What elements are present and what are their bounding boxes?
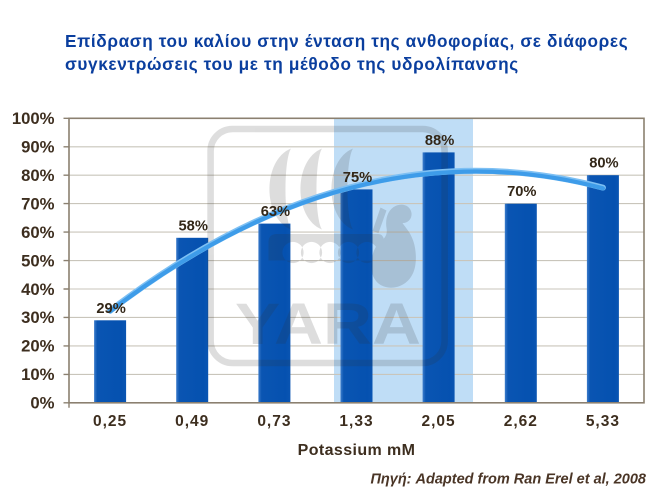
svg-text:30%: 30%	[21, 308, 55, 327]
svg-text:5,33: 5,33	[586, 413, 620, 430]
svg-text:0,25: 0,25	[93, 413, 127, 430]
svg-text:2,05: 2,05	[422, 413, 456, 430]
svg-text:Πηγή: Adapted from Ran Erel et: Πηγή: Adapted from Ran Erel et al, 2008	[370, 472, 646, 488]
svg-text:80%: 80%	[21, 166, 55, 185]
svg-text:1,33: 1,33	[339, 413, 373, 430]
svg-text:40%: 40%	[21, 280, 55, 299]
svg-text:70%: 70%	[507, 184, 536, 200]
svg-text:10%: 10%	[21, 365, 55, 384]
svg-text:29%: 29%	[96, 301, 125, 317]
svg-text:50%: 50%	[21, 251, 55, 270]
svg-text:0,49: 0,49	[175, 413, 209, 430]
svg-text:88%: 88%	[425, 133, 454, 149]
svg-text:75%: 75%	[343, 170, 372, 186]
svg-text:90%: 90%	[21, 138, 55, 157]
svg-text:0%: 0%	[30, 394, 54, 413]
svg-text:60%: 60%	[21, 223, 55, 242]
svg-text:20%: 20%	[21, 337, 55, 356]
svg-text:100%: 100%	[12, 109, 55, 128]
svg-text:0,73: 0,73	[257, 413, 291, 430]
svg-text:58%: 58%	[178, 218, 207, 234]
svg-text:συγκεντρώσεις του με τη μέθοδο: συγκεντρώσεις του με τη μέθοδο της υδρολ…	[65, 54, 519, 74]
svg-text:Επίδραση του καλίου στην έντασ: Επίδραση του καλίου στην ένταση της ανθο…	[65, 31, 628, 51]
svg-text:70%: 70%	[21, 194, 55, 213]
svg-text:Potassium mM: Potassium mM	[298, 442, 416, 459]
svg-text:80%: 80%	[589, 156, 618, 172]
svg-text:63%: 63%	[261, 204, 290, 220]
svg-text:2,62: 2,62	[504, 413, 538, 430]
svg-text:YARA: YARA	[235, 292, 421, 357]
